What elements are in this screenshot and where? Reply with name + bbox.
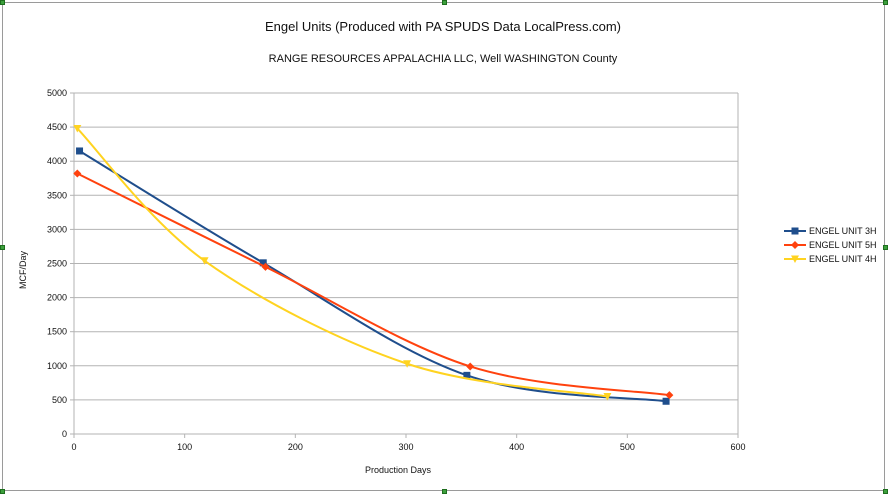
y-tick-label: 3000 — [47, 224, 67, 234]
y-tick-label: 1000 — [47, 361, 67, 371]
series-line-engel-unit-3h — [79, 150, 667, 403]
series-lines — [73, 124, 674, 405]
series-engel-unit-4h — [73, 124, 612, 401]
data-point-engel-unit-4h — [603, 392, 612, 401]
selection-handle-middle-left[interactable] — [0, 245, 5, 250]
x-tick-label: 300 — [398, 442, 413, 452]
data-point-engel-unit-5h — [665, 391, 674, 400]
data-point-engel-unit-3h — [259, 259, 267, 267]
legend-entry-engel-unit-5h: ENGEL UNIT 5H — [784, 240, 877, 250]
data-point-engel-unit-4h — [403, 360, 412, 368]
data-point-engel-unit-4h — [200, 257, 209, 265]
x-tick-label: 200 — [288, 442, 303, 452]
x-tick-label: 0 — [71, 442, 76, 452]
data-point-engel-unit-5h — [73, 169, 82, 178]
legend-label: ENGEL UNIT 4H — [809, 254, 877, 264]
y-tick-label: 4000 — [47, 156, 67, 166]
series-engel-unit-5h — [73, 169, 674, 400]
y-tick-label: 3500 — [47, 190, 67, 200]
tick-labels: 0500100015002000250030003500400045005000… — [47, 88, 746, 452]
selection-handle-bottom-right[interactable] — [883, 489, 888, 494]
y-tick-label: 1500 — [47, 327, 67, 337]
selection-handle-top-right[interactable] — [883, 0, 888, 5]
selection-handle-bottom-left[interactable] — [0, 489, 5, 494]
selection-handle-bottom-middle[interactable] — [442, 489, 447, 494]
legend-label: ENGEL UNIT 3H — [809, 226, 877, 236]
y-tick-label: 2000 — [47, 293, 67, 303]
legend: ENGEL UNIT 3H ENGEL UNIT 5H ENGEL UNIT 4H — [784, 226, 877, 264]
gridlines — [74, 92, 738, 435]
legend-label: ENGEL UNIT 5H — [809, 240, 877, 250]
y-tick-label: 5000 — [47, 88, 67, 98]
series-line-engel-unit-5h — [76, 172, 670, 397]
selection-handle-top-middle[interactable] — [442, 0, 447, 5]
axes — [70, 92, 739, 438]
y-axis-label: MCF/Day — [18, 251, 28, 289]
x-tick-label: 600 — [730, 442, 745, 452]
legend-marker — [791, 241, 799, 249]
legend-entry-engel-unit-3h: ENGEL UNIT 3H — [784, 226, 877, 236]
x-tick-label: 400 — [509, 442, 524, 452]
x-axis-label: Production Days — [365, 465, 432, 475]
y-tick-label: 2500 — [47, 259, 67, 269]
data-point-engel-unit-3h — [662, 397, 670, 405]
data-point-engel-unit-4h — [73, 124, 82, 133]
selection-handle-top-left[interactable] — [0, 0, 5, 5]
legend-marker — [791, 227, 799, 235]
data-point-engel-unit-5h — [261, 262, 270, 271]
legend-entry-engel-unit-4h: ENGEL UNIT 4H — [784, 254, 877, 264]
data-point-engel-unit-3h — [76, 147, 84, 155]
series-engel-unit-3h — [76, 147, 670, 405]
legend-marker — [791, 255, 799, 263]
data-point-engel-unit-3h — [463, 371, 471, 379]
selection-handle-middle-right[interactable] — [883, 245, 888, 250]
data-point-engel-unit-5h — [466, 362, 475, 371]
chart-title: Engel Units (Produced with PA SPUDS Data… — [265, 19, 621, 34]
chart-subtitle: RANGE RESOURCES APPALACHIA LLC, Well WAS… — [269, 53, 618, 65]
y-tick-label: 0 — [62, 429, 67, 439]
y-tick-label: 4500 — [47, 122, 67, 132]
x-tick-label: 500 — [620, 442, 635, 452]
x-tick-label: 100 — [177, 442, 192, 452]
series-line-engel-unit-4h — [76, 127, 608, 398]
y-tick-label: 500 — [52, 395, 67, 405]
